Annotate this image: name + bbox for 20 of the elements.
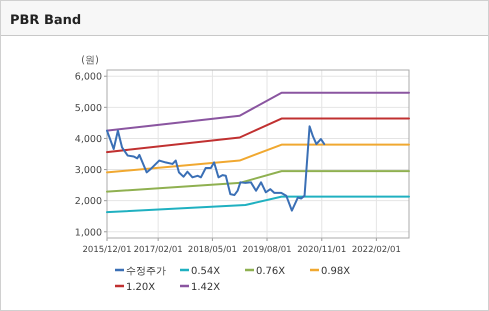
x-tick-label: 2022/02/01 xyxy=(352,245,401,255)
legend-label: 1.42X xyxy=(191,282,220,293)
y-axis-title: (원) xyxy=(81,55,99,66)
y-tick-label: 5,000 xyxy=(74,102,102,114)
y-tick-label: 1,000 xyxy=(74,227,102,238)
title: PBR Band xyxy=(10,13,82,28)
x-tick-label: 2019/08/01 xyxy=(242,245,292,255)
y-tick-label: 3,000 xyxy=(74,165,102,176)
x-tick-label: 2020/11/01 xyxy=(297,245,346,255)
x-tick-label: 2017/02/01 xyxy=(134,245,183,255)
y-tick-label: 6,000 xyxy=(74,72,102,83)
legend-label: 1.20X xyxy=(126,282,156,293)
x-tick-label: 2018/05/01 xyxy=(188,245,237,255)
legend-label: 0.76X xyxy=(256,266,286,277)
legend-label: 0.98X xyxy=(321,266,350,277)
x-tick-label: 2015/12/01 xyxy=(82,245,132,255)
legend-label: 수정주가 xyxy=(126,266,166,277)
y-tick-label: 4,000 xyxy=(74,134,102,145)
legend-label: 0.54X xyxy=(191,266,220,277)
y-tick-label: 2,000 xyxy=(74,196,102,208)
